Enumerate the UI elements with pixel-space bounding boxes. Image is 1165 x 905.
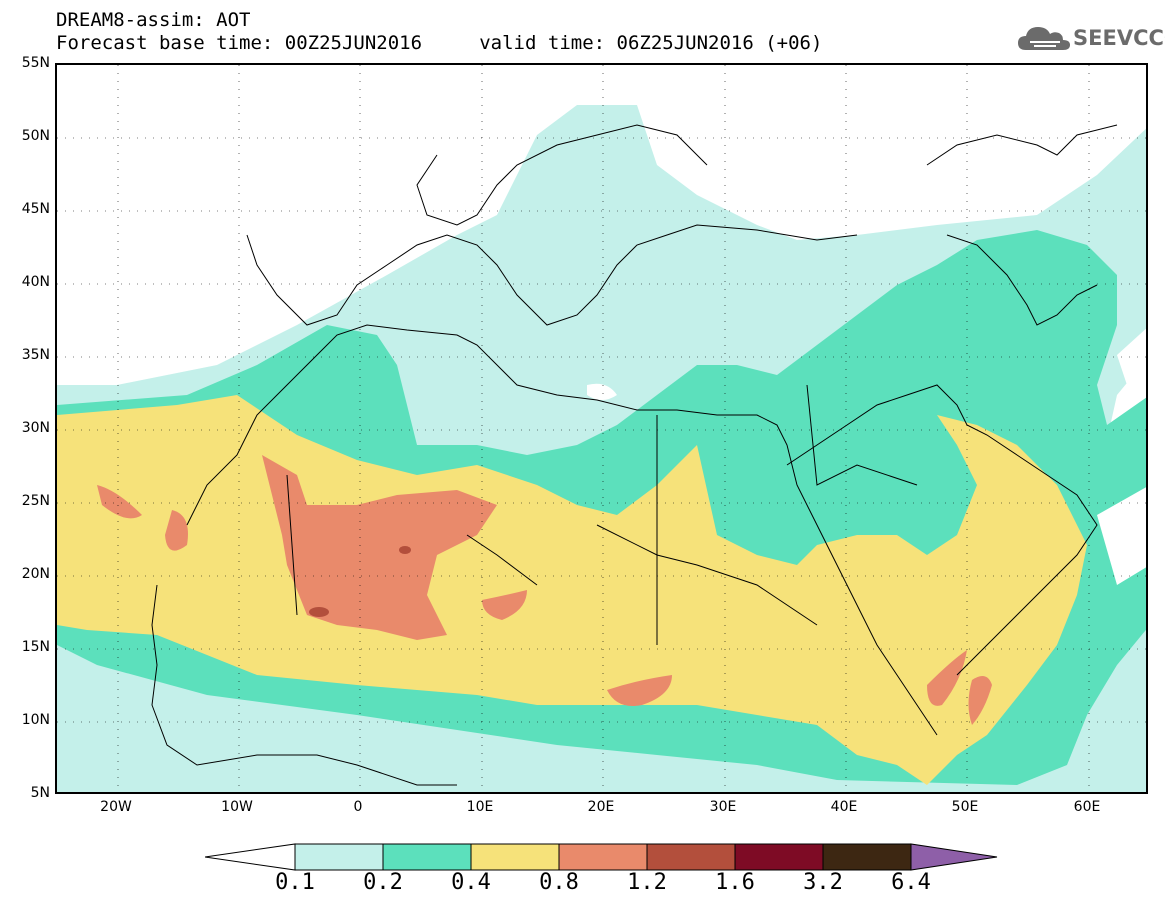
lat-label: 30N: [21, 420, 50, 436]
aot-region-0.8: [262, 455, 497, 640]
lon-label: 50E: [951, 799, 979, 815]
coastlines: [151, 124, 1118, 786]
aot-region-0.8: [482, 590, 527, 620]
colorbar-cell: [646, 843, 736, 871]
lat-label: 50N: [21, 128, 50, 144]
colorbar-cell: [558, 843, 648, 871]
lat-label: 25N: [21, 493, 50, 509]
aot-region-1.2: [399, 546, 411, 554]
colorbar-cell: [470, 843, 560, 871]
aot-region-below-0.1: [1097, 487, 1146, 585]
colorbar-label: 0.1: [275, 870, 315, 895]
colorbar-cell: [205, 843, 296, 871]
lat-label: 20N: [21, 566, 50, 582]
lon-label: 40E: [830, 799, 858, 815]
aot-region-0.8: [97, 485, 142, 519]
colorbar-label: 0.8: [539, 870, 579, 895]
lat-label: 15N: [21, 639, 50, 655]
lat-label: 35N: [21, 347, 50, 363]
lon-label: 20E: [587, 799, 615, 815]
colorbar-cell: [294, 843, 384, 871]
lat-label: 55N: [21, 55, 50, 71]
aot-map: [55, 63, 1148, 794]
aot-region-0.8: [607, 675, 672, 706]
lat-label: 5N: [30, 785, 50, 801]
colorbar-cell: [734, 843, 824, 871]
colorbar: [205, 843, 998, 871]
aot-region-0.8: [927, 650, 967, 706]
aot-region-0.8: [968, 676, 992, 725]
colorbar-label: 3.2: [803, 870, 843, 895]
aot-field: [57, 65, 1146, 792]
aot-region-0.4: [57, 395, 1087, 785]
aot-region-0.8: [165, 510, 188, 551]
lon-label: 60E: [1073, 799, 1101, 815]
colorbar-label: 6.4: [891, 870, 931, 895]
colorbar-label: 0.2: [363, 870, 403, 895]
colorbar-label: 0.4: [451, 870, 491, 895]
lat-label: 45N: [21, 201, 50, 217]
lat-label: 10N: [21, 712, 50, 728]
lon-label: 10W: [221, 799, 253, 815]
aot-region-below-0.1: [1117, 328, 1146, 394]
logo-text: SEEVCCC: [1073, 26, 1165, 50]
lon-label: 30E: [709, 799, 737, 815]
lon-label: 10E: [466, 799, 494, 815]
lat-label: 40N: [21, 274, 50, 290]
cloud-icon: [1018, 27, 1070, 50]
colorbar-label: 1.6: [715, 870, 755, 895]
lon-label: 20W: [100, 799, 132, 815]
aot-region-below-0.1: [587, 383, 617, 400]
forecast-times: Forecast base time: 00Z25JUN2016 valid t…: [56, 32, 823, 54]
map-title: DREAM8-assim: AOT: [56, 9, 251, 31]
colorbar-label: 1.2: [627, 870, 667, 895]
lon-label: 0: [353, 799, 363, 815]
colorbar-cell: [822, 843, 912, 871]
colorbar-cell: [382, 843, 472, 871]
colorbar-cell: [910, 843, 998, 871]
aot-region-1.2: [309, 607, 329, 617]
